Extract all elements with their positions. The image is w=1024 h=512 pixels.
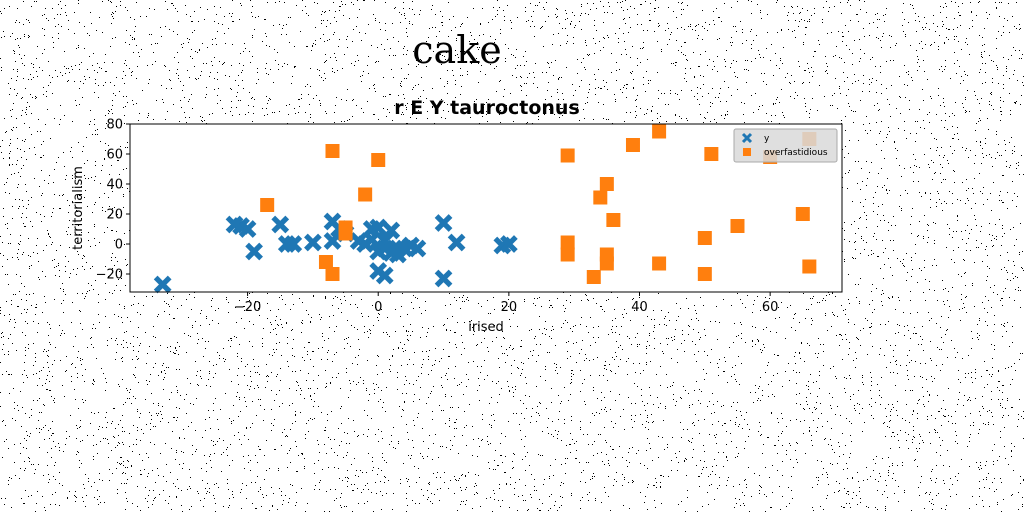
data-point (697, 231, 712, 245)
y-axis-label: territorialism (71, 166, 86, 250)
data-point (408, 239, 427, 258)
data-point (730, 219, 745, 233)
y-tick-label: 20 (106, 208, 123, 223)
data-point (652, 124, 667, 139)
data-point (593, 190, 608, 205)
data-point (245, 242, 263, 261)
legend-marker (743, 148, 751, 156)
data-points (153, 124, 817, 294)
axes-frame (129, 123, 843, 293)
x-axis-label: irised (468, 320, 504, 335)
y-tick-label: 60 (106, 148, 123, 163)
series-y (153, 212, 518, 294)
data-point (599, 256, 614, 271)
x-tick-label: −20 (234, 300, 261, 315)
data-point (795, 207, 810, 221)
data-point (375, 266, 394, 285)
data-point (362, 230, 381, 249)
y-tick-label: 40 (106, 178, 123, 193)
data-point (369, 218, 388, 237)
data-point (238, 220, 257, 238)
data-point (560, 247, 575, 262)
data-point (358, 187, 373, 202)
y-tick-label: 80 (106, 118, 123, 133)
data-point (447, 233, 466, 252)
y-axis-ticks: −20 0 20 40 60 80 (96, 118, 130, 283)
x-tick-label: 40 (631, 300, 648, 315)
data-point (260, 198, 275, 212)
legend: y overfastidious (733, 128, 838, 163)
series-overfastidious (260, 124, 817, 284)
legend-box (733, 128, 838, 163)
x-axis-ticks: −20 0 20 40 60 (234, 292, 779, 315)
y-tick-label: 0 (115, 238, 123, 253)
data-point (586, 270, 601, 284)
data-point (434, 214, 453, 232)
legend-label: y (764, 134, 770, 144)
data-point (271, 215, 290, 234)
data-point (304, 233, 322, 252)
plot-area (130, 124, 842, 292)
legend-label: overfastidious (764, 148, 828, 158)
data-point (560, 235, 575, 250)
data-point (153, 275, 172, 294)
data-point (625, 138, 640, 152)
chart-title: r E Y tauroctonus (394, 97, 580, 119)
y-tick-label: −20 (96, 268, 123, 283)
page-title: cake (412, 28, 502, 72)
data-point (704, 147, 719, 161)
data-point (323, 232, 342, 250)
data-point (500, 235, 518, 253)
data-point (325, 267, 340, 281)
legend-marker (741, 132, 753, 144)
data-point (599, 177, 614, 191)
data-point (284, 235, 303, 253)
data-point (382, 221, 401, 240)
data-point (338, 226, 353, 241)
x-tick-label: 20 (501, 300, 518, 315)
data-point (560, 148, 575, 163)
data-point (371, 153, 386, 167)
x-tick-label: 0 (374, 300, 382, 315)
data-point (325, 144, 340, 158)
data-point (802, 259, 817, 274)
data-point (606, 213, 621, 227)
data-point (697, 267, 712, 281)
data-point (318, 255, 333, 269)
x-tick-label: 60 (762, 300, 779, 315)
data-point (652, 256, 667, 271)
data-point (434, 269, 453, 288)
